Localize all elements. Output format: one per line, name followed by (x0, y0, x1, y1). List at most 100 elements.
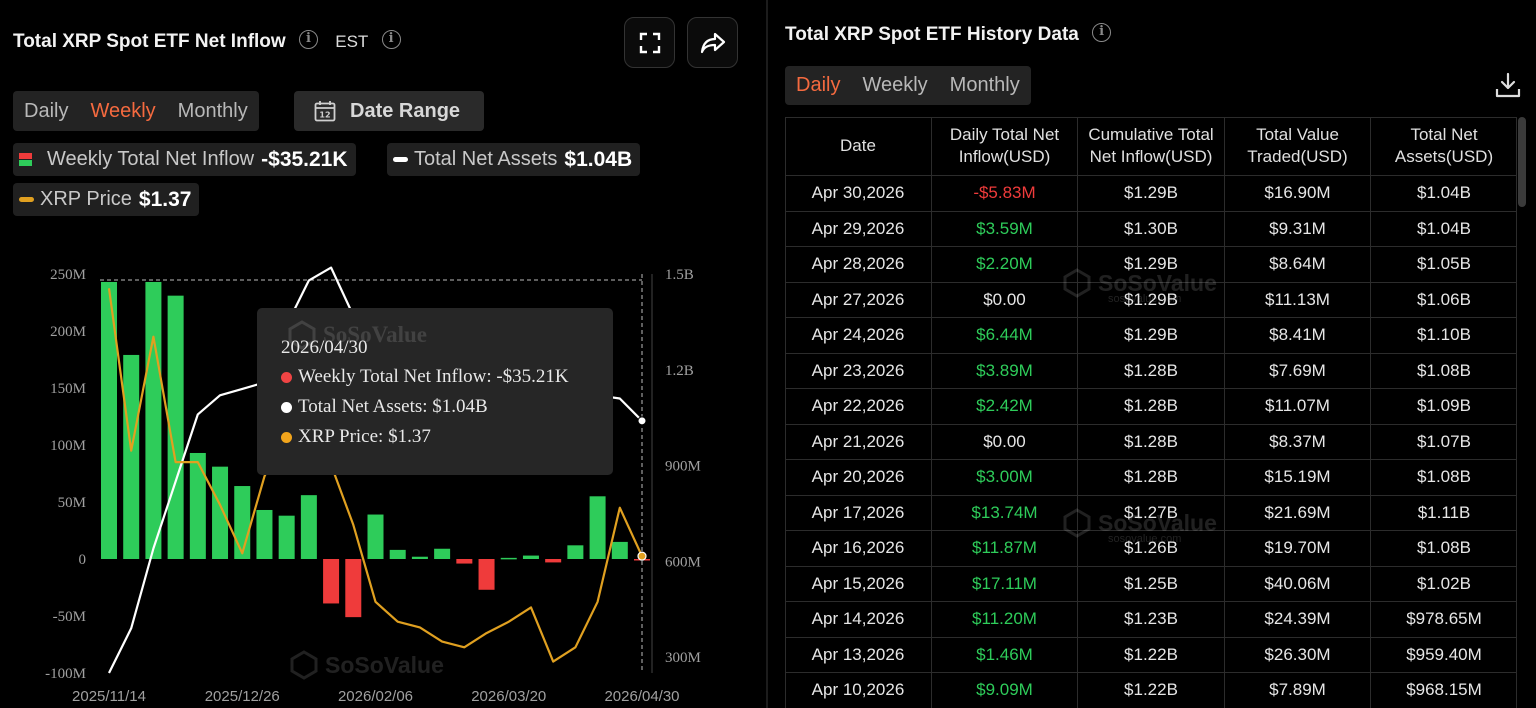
column-header-daily-inflow[interactable]: Daily Total Net Inflow(USD) (932, 117, 1078, 175)
sosovalue-logo-icon (1063, 508, 1091, 538)
cell-daily-inflow: $17.11M (932, 566, 1078, 601)
date-range-button[interactable]: 12 Date Range (294, 91, 484, 131)
table-row[interactable]: Apr 30,2026 -$5.83M $1.29B $16.90M $1.04B (785, 176, 1517, 212)
tooltip-dot (281, 371, 292, 383)
legend-label: Weekly Total Net Inflow (47, 148, 255, 170)
tooltip-label: XRP Price: $1.37 (298, 426, 431, 447)
column-header-date[interactable]: Date (785, 117, 932, 175)
cell-cumulative-inflow: $1.27B (1078, 495, 1225, 530)
y-tick-label-right: 1.2B (665, 363, 694, 379)
cell-net-assets: $968.15M (1406, 680, 1482, 700)
cell-value-traded: $8.37M (1225, 424, 1371, 459)
net-inflow-chart[interactable]: 250M 200M 150M 100M 50M 0 -50M -100M 1.5B 1.2B 900… (0, 240, 766, 708)
y-tick-label-right: 900M (665, 459, 701, 475)
cell-cumulative-inflow: $1.29B (1078, 318, 1225, 353)
inflow-bar (567, 545, 584, 559)
download-button[interactable] (1494, 71, 1522, 104)
info-icon[interactable]: i (298, 30, 318, 50)
cell-daily-inflow: $3.89M (932, 353, 1078, 388)
y-tick-label-left: 200M (50, 324, 86, 340)
tab-daily[interactable]: Daily (24, 99, 69, 122)
history-title-text: Total XRP Spot ETF History Data (785, 24, 1079, 45)
inflow-bar (123, 354, 140, 559)
legend-xrp-price[interactable]: XRP Price $1.37 (13, 183, 200, 216)
table-row[interactable]: Apr 24,2026 $6.44M $1.29B $8.41M $1.10B (785, 318, 1517, 354)
cell-net-assets: $1.09B (1417, 396, 1471, 416)
cell-daily-inflow: -$5.83M (932, 176, 1078, 211)
cell-daily-inflow: $11.20M (932, 602, 1078, 637)
tooltip-watermark: SoSoValue (287, 320, 427, 350)
table-row[interactable]: Apr 22,2026 $2.42M $1.28B $11.07M $1.09B (785, 389, 1517, 425)
cell-net-assets: $1.02B (1417, 573, 1471, 593)
cell-daily-inflow: $9.09M (932, 673, 1078, 708)
inflow-bar (345, 559, 362, 618)
table-row[interactable]: Apr 10,2026 $9.09M $1.22B $7.89M $968.15M (785, 673, 1517, 708)
tab-monthly[interactable]: Monthly (177, 99, 248, 122)
timezone-info-icon[interactable]: i (381, 30, 401, 50)
tab-monthly[interactable]: Monthly (949, 74, 1020, 96)
cell-value-traded: $21.69M (1225, 495, 1371, 530)
x-tick-label: 2026/03/20 (471, 688, 546, 705)
inflow-bar (323, 559, 340, 604)
table-row[interactable]: Apr 20,2026 $3.00M $1.28B $15.19M $1.08B (785, 460, 1517, 496)
sosovalue-logo-icon (288, 320, 316, 350)
tab-daily[interactable]: Daily (796, 74, 841, 96)
cell-net-assets: $1.04B (1417, 183, 1471, 203)
cell-daily-inflow: $0.00 (932, 282, 1078, 317)
column-header-net-assets[interactable]: Total Net Assets(USD) (1394, 125, 1494, 166)
cell-daily-inflow: $2.42M (932, 389, 1078, 424)
table-row[interactable]: Apr 29,2026 $3.59M $1.30B $9.31M $1.04B (785, 211, 1517, 247)
timezone-label[interactable]: EST (335, 32, 369, 51)
fullscreen-button[interactable] (624, 17, 675, 68)
share-button[interactable] (687, 17, 738, 68)
watermark-brand: SoSoValue (1098, 509, 1217, 536)
cell-net-assets: $959.40M (1406, 644, 1482, 664)
cell-daily-inflow: $3.59M (932, 211, 1078, 246)
date-range-label: Date Range (350, 99, 461, 122)
info-icon[interactable]: i (1092, 23, 1112, 43)
cell-value-traded: $11.07M (1225, 389, 1371, 424)
watermark-brand: SoSoValue (323, 322, 427, 347)
cell-date: Apr 15,2026 (785, 566, 932, 601)
cell-value-traded: $26.30M (1225, 637, 1371, 672)
watermark-brand: SoSoValue (1098, 269, 1217, 296)
table-row[interactable]: Apr 21,2026 $0.00 $1.28B $8.37M $1.07B (785, 424, 1517, 460)
legend-weekly-inflow[interactable]: Weekly Total Net Inflow -$35.21K (13, 143, 356, 176)
cell-net-assets: $978.65M (1406, 609, 1482, 629)
cell-daily-inflow: $2.20M (932, 247, 1078, 282)
assets-end-marker (637, 416, 647, 426)
tab-weekly[interactable]: Weekly (90, 99, 156, 122)
y-tick-label-right: 600M (665, 554, 701, 570)
line-swatch-icon (19, 197, 34, 202)
net-inflow-panel: Total XRP Spot ETF Net Inflow i EST i Da… (0, 0, 766, 708)
table-row[interactable]: Apr 14,2026 $11.20M $1.23B $24.39M $978.65M (785, 602, 1517, 638)
table-row[interactable]: Apr 23,2026 $3.89M $1.28B $7.69M $1.08B (785, 353, 1517, 389)
column-header-cumulative-inflow[interactable]: Cumulative Total Net Inflow(USD) (1078, 117, 1225, 175)
cell-value-traded: $8.41M (1225, 318, 1371, 353)
table-row[interactable]: Apr 16,2026 $11.87M $1.26B $19.70M $1.08B (785, 531, 1517, 567)
y-tick-label-left: -50M (53, 609, 86, 625)
cell-net-assets: $1.08B (1417, 360, 1471, 380)
cell-daily-inflow: $13.74M (932, 495, 1078, 530)
tooltip-dot (281, 401, 292, 413)
table-row[interactable]: Apr 17,2026 $13.74M $1.27B $21.69M $1.11B (785, 495, 1517, 531)
legend-label: XRP Price (40, 188, 132, 210)
legend-total-net-assets[interactable]: Total Net Assets $1.04B (387, 143, 641, 176)
table-row[interactable]: Apr 13,2026 $1.46M $1.22B $26.30M $959.40M (785, 637, 1517, 673)
table-row[interactable]: Apr 15,2026 $17.11M $1.25B $40.06M $1.02B (785, 566, 1517, 602)
cell-net-assets: $1.05B (1417, 254, 1471, 274)
legend-label: Total Net Assets (414, 148, 558, 170)
inflow-bar (456, 559, 473, 564)
table-row[interactable]: Apr 27,2026 $0.00 $1.29B $11.13M $1.06B (785, 282, 1517, 318)
column-header-value-traded[interactable]: Total Value Traded(USD) (1225, 117, 1371, 175)
cell-net-assets: $1.06B (1417, 289, 1471, 309)
inflow-bar (212, 466, 229, 559)
tooltip-row-assets: Total Net Assets: $1.04B (281, 396, 488, 418)
cell-date: Apr 21,2026 (785, 424, 932, 459)
inflow-bar (411, 556, 428, 559)
tooltip-label: Weekly Total Net Inflow: -$35.21K (298, 366, 569, 387)
tab-weekly[interactable]: Weekly (862, 74, 928, 96)
table-row[interactable]: Apr 28,2026 $2.20M $1.29B $8.64M $1.05B (785, 247, 1517, 283)
legend-value: $1.04B (564, 147, 633, 171)
table-scrollbar[interactable] (1518, 117, 1526, 207)
